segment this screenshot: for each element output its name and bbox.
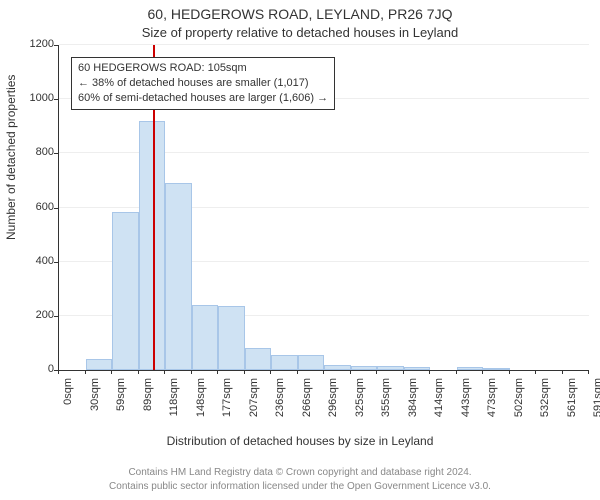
x-tick-label: 148sqm — [195, 378, 207, 428]
histogram-bar — [298, 355, 325, 370]
x-tick-label: 532sqm — [539, 378, 551, 428]
x-tick-mark — [323, 370, 324, 374]
x-tick-mark — [191, 370, 192, 374]
y-tick-label: 0 — [14, 363, 54, 375]
x-tick-label: 118sqm — [168, 378, 180, 428]
info-line-property: 60 HEDGEROWS ROAD: 105sqm — [78, 61, 328, 76]
histogram-bar — [218, 306, 245, 370]
x-tick-mark — [297, 370, 298, 374]
histogram-bar — [351, 366, 378, 370]
y-tick-mark — [54, 153, 58, 154]
x-tick-mark — [429, 370, 430, 374]
x-tick-label: 591sqm — [592, 378, 600, 428]
x-tick-label: 30sqm — [89, 378, 101, 428]
x-tick-mark — [244, 370, 245, 374]
y-tick-label: 200 — [14, 309, 54, 321]
y-tick-label: 1200 — [14, 38, 54, 50]
y-tick-mark — [54, 99, 58, 100]
y-tick-label: 600 — [14, 201, 54, 213]
x-tick-mark — [562, 370, 563, 374]
x-tick-mark — [138, 370, 139, 374]
histogram-bar — [457, 367, 484, 370]
x-tick-mark — [164, 370, 165, 374]
x-tick-mark — [588, 370, 589, 374]
x-tick-mark — [535, 370, 536, 374]
histogram-bar — [271, 355, 298, 370]
histogram-bar — [192, 305, 219, 370]
x-tick-label: 561sqm — [566, 378, 578, 428]
y-tick-mark — [54, 316, 58, 317]
histogram-bar — [483, 368, 510, 370]
x-tick-label: 177sqm — [221, 378, 233, 428]
x-tick-label: 266sqm — [301, 378, 313, 428]
y-tick-mark — [54, 45, 58, 46]
x-tick-label: 207sqm — [248, 378, 260, 428]
histogram-bar — [165, 183, 192, 370]
x-tick-label: 502sqm — [513, 378, 525, 428]
x-axis-label: Distribution of detached houses by size … — [0, 434, 600, 448]
x-tick-mark — [111, 370, 112, 374]
y-tick-label: 1000 — [14, 92, 54, 104]
info-line-larger: 60% of semi-detached houses are larger (… — [78, 91, 328, 106]
histogram-bar — [324, 365, 351, 370]
x-tick-mark — [217, 370, 218, 374]
chart-title: 60, HEDGEROWS ROAD, LEYLAND, PR26 7JQ — [0, 6, 600, 22]
x-tick-mark — [403, 370, 404, 374]
histogram-bar — [377, 366, 404, 370]
y-tick-label: 800 — [14, 146, 54, 158]
x-tick-mark — [376, 370, 377, 374]
x-tick-mark — [270, 370, 271, 374]
property-info-box: 60 HEDGEROWS ROAD: 105sqm← 38% of detach… — [71, 57, 335, 110]
histogram-bar — [245, 348, 272, 370]
x-tick-label: 89sqm — [142, 378, 154, 428]
histogram-bar — [86, 359, 113, 370]
credit-line-1: Contains HM Land Registry data © Crown c… — [0, 467, 600, 478]
x-tick-label: 59sqm — [115, 378, 127, 428]
credit-line-2: Contains public sector information licen… — [0, 481, 600, 492]
x-tick-label: 0sqm — [62, 378, 74, 428]
histogram-bar — [112, 212, 139, 370]
x-tick-label: 236sqm — [274, 378, 286, 428]
histogram-bar — [404, 367, 431, 370]
x-tick-label: 296sqm — [327, 378, 339, 428]
x-tick-label: 473sqm — [486, 378, 498, 428]
gridline — [59, 44, 589, 45]
x-tick-label: 355sqm — [380, 378, 392, 428]
x-tick-mark — [482, 370, 483, 374]
x-tick-label: 325sqm — [354, 378, 366, 428]
x-tick-label: 384sqm — [407, 378, 419, 428]
y-tick-mark — [54, 262, 58, 263]
y-tick-label: 400 — [14, 255, 54, 267]
histogram-bar — [139, 121, 166, 370]
x-tick-mark — [456, 370, 457, 374]
x-tick-mark — [85, 370, 86, 374]
chart-subtitle: Size of property relative to detached ho… — [0, 25, 600, 40]
x-tick-mark — [509, 370, 510, 374]
x-tick-label: 414sqm — [433, 378, 445, 428]
chart-container: { "chart": { "type": "histogram", "title… — [0, 0, 600, 500]
x-tick-mark — [58, 370, 59, 374]
plot-area: 60 HEDGEROWS ROAD: 105sqm← 38% of detach… — [58, 45, 589, 371]
x-tick-label: 443sqm — [460, 378, 472, 428]
y-tick-mark — [54, 208, 58, 209]
x-tick-mark — [350, 370, 351, 374]
info-line-smaller: ← 38% of detached houses are smaller (1,… — [78, 76, 328, 91]
